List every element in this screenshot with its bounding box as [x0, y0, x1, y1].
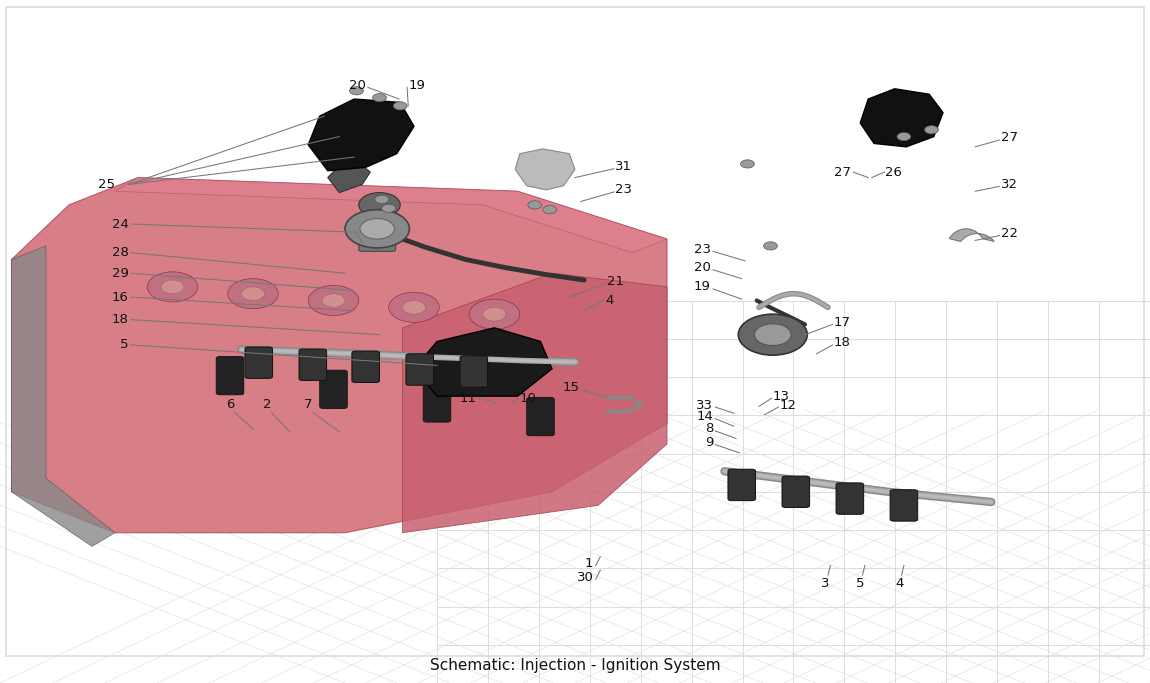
Polygon shape [402, 273, 667, 533]
Circle shape [741, 160, 754, 168]
FancyBboxPatch shape [890, 490, 918, 521]
Text: 21: 21 [607, 275, 624, 288]
Circle shape [242, 287, 264, 301]
Text: 16: 16 [112, 290, 129, 304]
FancyBboxPatch shape [359, 227, 396, 251]
Text: 5: 5 [121, 338, 129, 352]
Text: 23: 23 [615, 183, 632, 197]
Polygon shape [515, 149, 575, 190]
Polygon shape [328, 163, 370, 193]
Circle shape [897, 133, 911, 141]
Text: 28: 28 [112, 246, 129, 260]
Text: 26: 26 [886, 165, 903, 179]
Text: 13: 13 [773, 389, 790, 403]
Circle shape [528, 201, 542, 209]
Polygon shape [949, 229, 995, 242]
FancyBboxPatch shape [527, 398, 554, 436]
Text: 15: 15 [562, 381, 580, 395]
Text: 23: 23 [693, 242, 711, 256]
Circle shape [469, 299, 520, 329]
FancyBboxPatch shape [728, 469, 756, 501]
Text: 2: 2 [262, 398, 271, 411]
Text: 20: 20 [348, 79, 366, 92]
Circle shape [359, 193, 400, 217]
Circle shape [382, 204, 396, 212]
Text: 22: 22 [1000, 227, 1018, 240]
Circle shape [483, 307, 506, 321]
Circle shape [147, 272, 198, 302]
Circle shape [373, 94, 386, 102]
Text: 17: 17 [834, 316, 851, 329]
Circle shape [322, 294, 345, 307]
FancyBboxPatch shape [423, 384, 451, 422]
Text: 4: 4 [895, 577, 904, 590]
Text: 33: 33 [696, 398, 713, 412]
Circle shape [345, 210, 409, 248]
FancyBboxPatch shape [782, 476, 810, 507]
Circle shape [375, 195, 389, 204]
Text: 5: 5 [856, 577, 865, 590]
Polygon shape [414, 328, 552, 396]
Circle shape [925, 126, 938, 134]
Circle shape [389, 292, 439, 322]
Text: 19: 19 [408, 79, 426, 92]
Text: 14: 14 [696, 410, 713, 423]
Text: 3: 3 [821, 577, 830, 590]
Circle shape [393, 102, 407, 110]
FancyBboxPatch shape [320, 370, 347, 408]
Text: 11: 11 [459, 391, 476, 405]
Circle shape [350, 87, 363, 95]
Text: 27: 27 [1000, 131, 1018, 145]
Circle shape [161, 280, 184, 294]
FancyBboxPatch shape [299, 349, 327, 380]
FancyBboxPatch shape [216, 357, 244, 395]
Text: 7: 7 [304, 398, 313, 411]
FancyBboxPatch shape [352, 351, 380, 382]
Polygon shape [12, 246, 115, 546]
Text: Schematic: Injection - Ignition System: Schematic: Injection - Ignition System [430, 658, 720, 673]
Text: 10: 10 [520, 391, 537, 405]
Circle shape [764, 242, 777, 250]
FancyBboxPatch shape [406, 354, 434, 385]
Text: 6: 6 [225, 398, 235, 411]
Circle shape [308, 285, 359, 316]
Polygon shape [308, 99, 414, 171]
Polygon shape [12, 178, 667, 533]
Polygon shape [115, 178, 667, 253]
Circle shape [360, 219, 394, 239]
Text: 30: 30 [576, 570, 593, 584]
Text: 19: 19 [693, 280, 711, 294]
Circle shape [738, 314, 807, 355]
Circle shape [754, 324, 791, 346]
Text: 25: 25 [98, 178, 115, 191]
Text: 18: 18 [112, 313, 129, 326]
Circle shape [228, 279, 278, 309]
Text: 31: 31 [615, 160, 632, 173]
Text: 18: 18 [834, 336, 851, 350]
Circle shape [402, 301, 426, 314]
Text: 20: 20 [693, 261, 711, 275]
Text: 29: 29 [112, 266, 129, 280]
Text: 4: 4 [605, 294, 613, 307]
FancyBboxPatch shape [836, 483, 864, 514]
Circle shape [543, 206, 557, 214]
Text: 1: 1 [585, 557, 593, 570]
Text: 12: 12 [780, 398, 797, 412]
Text: 27: 27 [834, 165, 851, 179]
FancyBboxPatch shape [460, 356, 488, 387]
FancyBboxPatch shape [245, 347, 273, 378]
Text: 8: 8 [705, 422, 713, 436]
Polygon shape [860, 89, 943, 147]
Text: 32: 32 [1000, 178, 1018, 191]
Text: 24: 24 [112, 217, 129, 231]
Text: 9: 9 [705, 436, 713, 449]
